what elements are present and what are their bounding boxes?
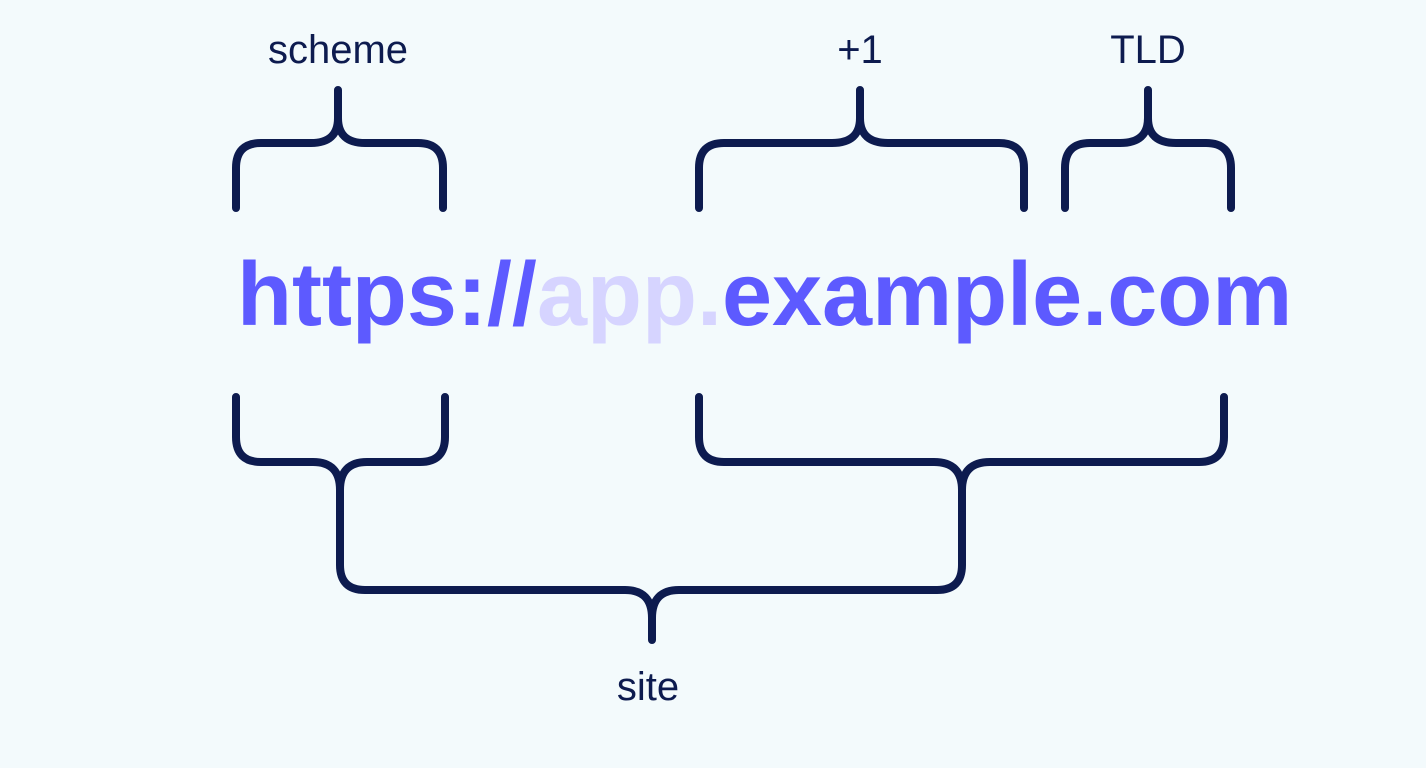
scheme-top-brace — [232, 86, 447, 212]
url-tld: .com — [1082, 245, 1292, 345]
url-text: https://app.example.com — [237, 245, 1292, 345]
scheme-label: scheme — [268, 28, 408, 72]
site-brace — [336, 511, 966, 644]
tld-top-brace — [1061, 86, 1235, 212]
url-scheme: https:// — [237, 245, 537, 345]
tld-label: TLD — [1110, 28, 1186, 72]
scheme-bottom-brace — [232, 393, 449, 519]
plus-one-label: +1 — [837, 28, 883, 72]
site-label: site — [617, 665, 679, 709]
url-domain: example — [722, 245, 1082, 345]
registrable-domain-bottom-brace — [695, 393, 1228, 519]
url-subdomain: app. — [537, 245, 722, 345]
plus-one-top-brace — [695, 86, 1028, 212]
